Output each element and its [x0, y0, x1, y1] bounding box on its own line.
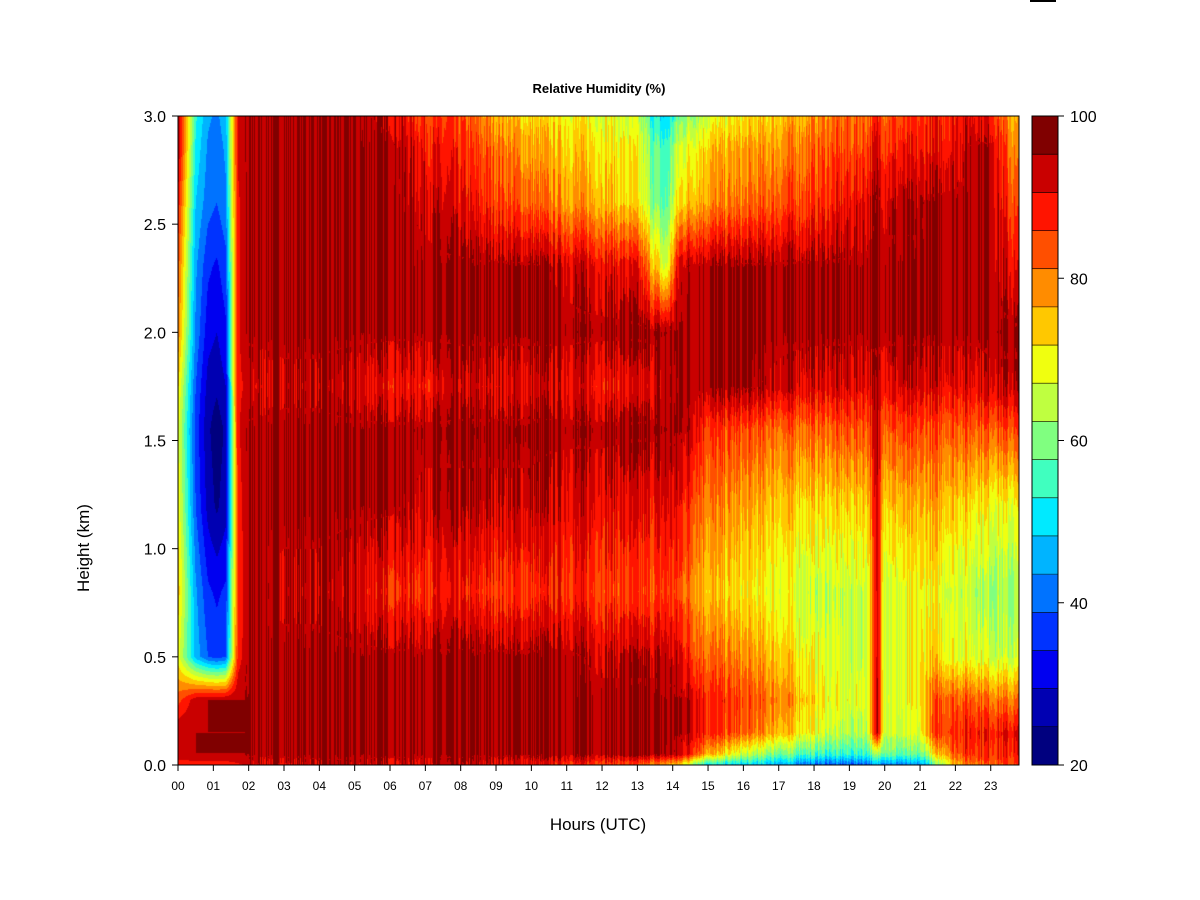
heatmap-field [178, 116, 1019, 765]
y-tick-label: 0.0 [144, 758, 166, 775]
x-tick-label: 15 [701, 779, 715, 793]
x-tick-label: 13 [631, 779, 645, 793]
x-tick-label: 05 [348, 779, 362, 793]
colorbar-tick-label: 100 [1070, 109, 1097, 126]
colorbar-bin [1032, 192, 1058, 232]
colorbar-bin [1032, 116, 1058, 155]
colorbar-bin [1032, 459, 1058, 499]
colorbar-bin [1032, 345, 1058, 384]
colorbar-bin [1032, 383, 1058, 422]
colorbar-bin [1032, 612, 1058, 651]
x-tick-label: 04 [313, 779, 327, 793]
y-tick-label: 1.5 [144, 434, 166, 451]
colorbar-bin [1032, 535, 1058, 575]
y-tick-label: 1.0 [144, 542, 166, 559]
x-axis: 00 01 02 03 04 05 06 07 08 09 10 11 12 13 14 15 16 17 18 19… [171, 765, 998, 793]
x-tick-label: 11 [560, 779, 573, 793]
x-tick-label: 03 [277, 779, 291, 793]
x-tick-label: 08 [454, 779, 468, 793]
x-tick-label: 06 [383, 779, 397, 793]
x-tick-label: 10 [525, 779, 539, 793]
colorbar-tick-label: 40 [1070, 596, 1088, 613]
x-tick-label: 21 [913, 779, 927, 793]
y-axis: 0.0 0.5 1.0 1.5 2.0 2.5 3.0 [144, 109, 178, 775]
colorbar-bin [1032, 688, 1058, 728]
colorbar-bin [1032, 497, 1058, 537]
corner-mark [1030, 0, 1056, 2]
x-tick-label: 16 [737, 779, 751, 793]
x-tick-label: 22 [949, 779, 963, 793]
y-tick-label: 2.0 [144, 325, 166, 342]
colorbar-bin [1032, 268, 1058, 308]
x-tick-label: 00 [171, 779, 185, 793]
colorbar-bin [1032, 306, 1058, 346]
colorbar: 20 40 60 80 100 [1031, 109, 1097, 775]
x-tick-label: 07 [419, 779, 433, 793]
y-axis-label: Height (km) [74, 504, 93, 592]
x-tick-label: 09 [489, 779, 503, 793]
colorbar-bin [1032, 574, 1058, 613]
x-tick-label: 12 [595, 779, 609, 793]
colorbar-bin [1032, 421, 1058, 461]
colorbar-bin [1032, 726, 1058, 766]
colorbar-tick-label: 20 [1070, 758, 1088, 775]
x-tick-label: 01 [207, 779, 221, 793]
x-tick-label: 17 [772, 779, 786, 793]
x-axis-label: Hours (UTC) [550, 815, 646, 834]
x-tick-label: 14 [666, 779, 680, 793]
x-tick-label: 19 [843, 779, 857, 793]
colorbar-tick-label: 60 [1070, 434, 1088, 451]
y-tick-label: 3.0 [144, 109, 166, 126]
x-tick-label: 23 [984, 779, 998, 793]
x-tick-label: 02 [242, 779, 256, 793]
x-tick-label: 20 [878, 779, 892, 793]
colorbar-bin [1032, 230, 1058, 270]
chart-title: Relative Humidity (%) [533, 81, 666, 96]
y-tick-label: 0.5 [144, 650, 166, 667]
colorbar-bin [1032, 650, 1058, 690]
x-tick-label: 18 [807, 779, 821, 793]
heatmap-image [178, 116, 1019, 765]
colorbar-bin [1032, 154, 1058, 193]
colorbar-tick-label: 80 [1070, 271, 1088, 288]
y-tick-label: 2.5 [144, 217, 166, 234]
